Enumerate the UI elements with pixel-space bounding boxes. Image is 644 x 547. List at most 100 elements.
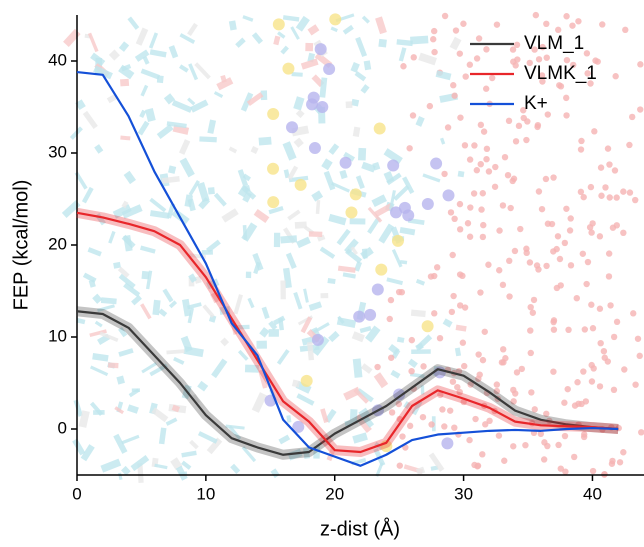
background-dot: [410, 54, 417, 61]
background-dot: [565, 326, 572, 334]
background-dot: [474, 462, 482, 469]
background-blob: [398, 47, 407, 62]
background-blob: [258, 369, 268, 389]
legend-label: K+: [524, 93, 548, 114]
background-dot: [492, 163, 499, 171]
background-blob: [140, 303, 152, 320]
background-dot: [562, 468, 569, 475]
background-dot: [535, 56, 543, 63]
background-blob: [375, 16, 387, 35]
background-dot: [388, 409, 396, 416]
background-blob: [181, 450, 197, 458]
background-blob: [307, 342, 315, 361]
background-blob: [140, 245, 156, 254]
background-dot: [601, 354, 608, 361]
background-blob: [228, 146, 238, 154]
background-blob: [390, 369, 401, 379]
background-dot: [436, 334, 444, 342]
background-blob: [108, 230, 116, 244]
background-blob: [403, 401, 411, 410]
background-dot: [491, 183, 499, 190]
background-blob: [194, 62, 211, 80]
background-blob: [342, 272, 356, 279]
background-dot: [419, 413, 427, 421]
background-dot: [475, 35, 483, 42]
background-blob: [315, 200, 321, 214]
background-dot: [448, 308, 456, 316]
background-dot: [632, 196, 639, 204]
background-dot: [566, 227, 574, 234]
background-blob: [114, 406, 125, 415]
background-dot: [473, 167, 481, 174]
background-blob: [90, 52, 106, 67]
x-tick-label: 10: [196, 484, 215, 503]
background-dot: [578, 137, 585, 145]
background-blob: [148, 32, 159, 49]
background-blob: [339, 169, 348, 180]
background-blob: [142, 56, 150, 65]
background-blob: [307, 24, 320, 36]
background-blob: [201, 249, 213, 255]
background-blob: [283, 169, 290, 179]
background-blob: [328, 143, 340, 155]
background-dot: [461, 142, 469, 149]
background-blob: [121, 465, 131, 476]
background-blob: [233, 294, 243, 315]
background-blob: [320, 293, 329, 299]
background-blob: [123, 282, 141, 298]
background-dot: [456, 302, 464, 309]
background-blob: [117, 266, 130, 278]
background-blob: [208, 314, 217, 323]
background-dot: [479, 451, 486, 458]
background-dot: [441, 12, 449, 20]
background-atom: [306, 98, 319, 111]
background-dot: [556, 255, 564, 263]
background-blob: [118, 41, 130, 52]
background-dot: [388, 354, 395, 361]
background-blob: [360, 84, 370, 94]
background-blob: [293, 137, 304, 148]
background-blob: [107, 362, 119, 369]
background-dot: [597, 339, 604, 347]
background-blob: [112, 204, 132, 219]
background-blob: [282, 15, 300, 22]
background-dot: [561, 399, 568, 406]
background-dot: [596, 305, 604, 312]
background-dot: [543, 54, 550, 61]
background-blob: [137, 120, 150, 136]
background-dot: [584, 258, 592, 266]
background-dot: [499, 281, 507, 289]
background-blob: [276, 349, 290, 365]
background-dot: [399, 433, 406, 440]
series-line: [76, 70, 619, 467]
background-blob: [230, 463, 241, 475]
background-dot: [427, 273, 435, 280]
background-blob: [355, 175, 365, 190]
background-dot: [544, 111, 551, 118]
background-dot: [561, 432, 569, 440]
background-blob: [457, 170, 465, 178]
background-dot: [502, 355, 509, 362]
background-atom: [375, 263, 388, 276]
background-atom: [323, 62, 336, 75]
background-dot: [441, 423, 448, 430]
x-tick-label: 40: [583, 484, 602, 503]
background-blob: [149, 49, 167, 58]
background-blob: [435, 70, 452, 81]
background-dot: [456, 50, 464, 57]
background-dot: [461, 362, 468, 370]
background-dot: [567, 262, 575, 269]
background-blob: [420, 385, 425, 395]
background-blob: [303, 288, 309, 303]
background-blob: [113, 261, 121, 269]
background-blob: [389, 190, 396, 210]
background-blob: [72, 438, 86, 456]
background-blob: [319, 246, 336, 259]
background-dot: [430, 27, 438, 35]
background-dot: [539, 78, 546, 85]
background-blob: [415, 342, 424, 351]
background-atom: [282, 62, 295, 75]
background-dot: [581, 431, 588, 438]
y-tick-label: 40: [48, 50, 67, 69]
background-blob: [372, 161, 381, 171]
